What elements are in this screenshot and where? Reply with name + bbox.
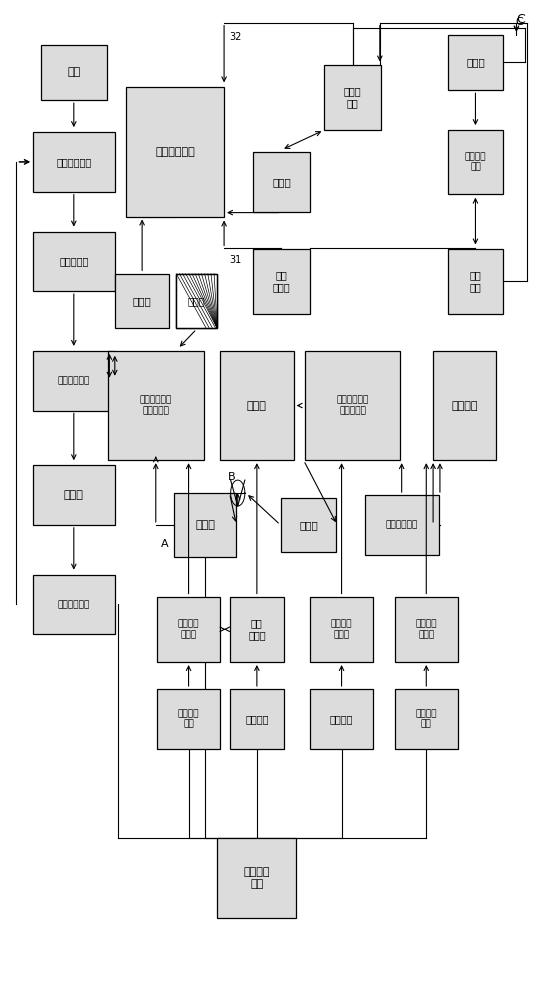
Text: 第二表面纳米
扩散燃烧器: 第二表面纳米 扩散燃烧器: [140, 396, 172, 415]
Text: 电脑控制
系统: 电脑控制 系统: [243, 867, 270, 889]
FancyBboxPatch shape: [230, 597, 284, 662]
Text: 冷氢气流量计: 冷氢气流量计: [56, 157, 92, 167]
Text: 加热棒: 加热棒: [188, 296, 205, 306]
FancyBboxPatch shape: [433, 351, 496, 460]
Text: 31: 31: [230, 255, 242, 265]
FancyBboxPatch shape: [157, 597, 220, 662]
Text: 粒径仪: 粒径仪: [195, 520, 215, 530]
Text: 过滤器: 过滤器: [466, 57, 485, 67]
FancyBboxPatch shape: [395, 597, 458, 662]
Text: 氢气
流量计: 氢气 流量计: [248, 618, 266, 640]
FancyBboxPatch shape: [33, 351, 115, 410]
FancyBboxPatch shape: [324, 65, 381, 130]
Text: 第二空气
气罐: 第二空气 气罐: [178, 709, 199, 728]
Text: 取样器: 取样器: [64, 490, 84, 500]
Text: 聚体燃料
雾器: 聚体燃料 雾器: [465, 152, 486, 172]
FancyBboxPatch shape: [217, 838, 296, 918]
Text: 位移台: 位移台: [247, 401, 267, 411]
FancyBboxPatch shape: [253, 152, 310, 212]
FancyBboxPatch shape: [41, 45, 107, 100]
FancyBboxPatch shape: [157, 689, 220, 749]
FancyBboxPatch shape: [230, 689, 284, 749]
Text: B: B: [228, 472, 236, 482]
FancyBboxPatch shape: [126, 87, 224, 217]
FancyBboxPatch shape: [176, 274, 217, 328]
FancyBboxPatch shape: [310, 597, 373, 662]
Text: 32: 32: [230, 32, 242, 42]
FancyBboxPatch shape: [220, 351, 294, 460]
Text: 第一表面纳米
扩散燃烧器: 第一表面纳米 扩散燃烧器: [336, 396, 369, 415]
Text: 氢气
流量计: 氢气 流量计: [273, 270, 290, 292]
Text: 调压器: 调压器: [132, 296, 151, 306]
Text: 丙烷燃料: 丙烷燃料: [330, 714, 353, 724]
FancyBboxPatch shape: [108, 351, 204, 460]
Text: 控制器: 控制器: [272, 177, 291, 187]
Text: 氮气气瓶: 氮气气瓶: [245, 714, 269, 724]
FancyBboxPatch shape: [448, 249, 503, 314]
Text: 液体雾化发器: 液体雾化发器: [155, 147, 195, 157]
FancyBboxPatch shape: [253, 249, 310, 314]
Text: C: C: [516, 17, 523, 27]
FancyBboxPatch shape: [305, 351, 400, 460]
Text: 不锈钢探针: 不锈钢探针: [59, 256, 88, 266]
Text: 液氢: 液氢: [67, 67, 81, 77]
Text: C: C: [517, 13, 525, 26]
Text: 冷气
气罐: 冷气 气罐: [470, 270, 481, 292]
Text: 第一回路水箱: 第一回路水箱: [385, 520, 418, 529]
FancyBboxPatch shape: [395, 689, 458, 749]
FancyBboxPatch shape: [310, 689, 373, 749]
FancyBboxPatch shape: [33, 575, 115, 634]
Text: 第二空气
流量计: 第二空气 流量计: [178, 620, 199, 639]
FancyBboxPatch shape: [173, 493, 236, 557]
Text: 第二回路水箱: 第二回路水箱: [58, 376, 90, 385]
FancyBboxPatch shape: [33, 232, 115, 291]
FancyBboxPatch shape: [33, 465, 115, 525]
Text: 第一空气
流量计: 第一空气 流量计: [416, 620, 437, 639]
Text: 加热棒: 加热棒: [188, 296, 205, 306]
FancyBboxPatch shape: [33, 132, 115, 192]
FancyBboxPatch shape: [448, 130, 503, 194]
FancyBboxPatch shape: [365, 495, 439, 555]
Text: 收集筒: 收集筒: [299, 520, 318, 530]
FancyBboxPatch shape: [115, 274, 169, 328]
FancyBboxPatch shape: [448, 35, 503, 90]
Text: 固定平台: 固定平台: [452, 401, 478, 411]
Text: A: A: [161, 539, 169, 549]
Text: 激光束展开器: 激光束展开器: [58, 600, 90, 609]
FancyBboxPatch shape: [282, 498, 336, 552]
FancyBboxPatch shape: [176, 274, 217, 328]
Text: 第一空气
气罐: 第一空气 气罐: [416, 709, 437, 728]
Text: 丙烷气体
流量计: 丙烷气体 流量计: [331, 620, 352, 639]
Text: 液体流
量计: 液体流 量计: [344, 86, 362, 108]
